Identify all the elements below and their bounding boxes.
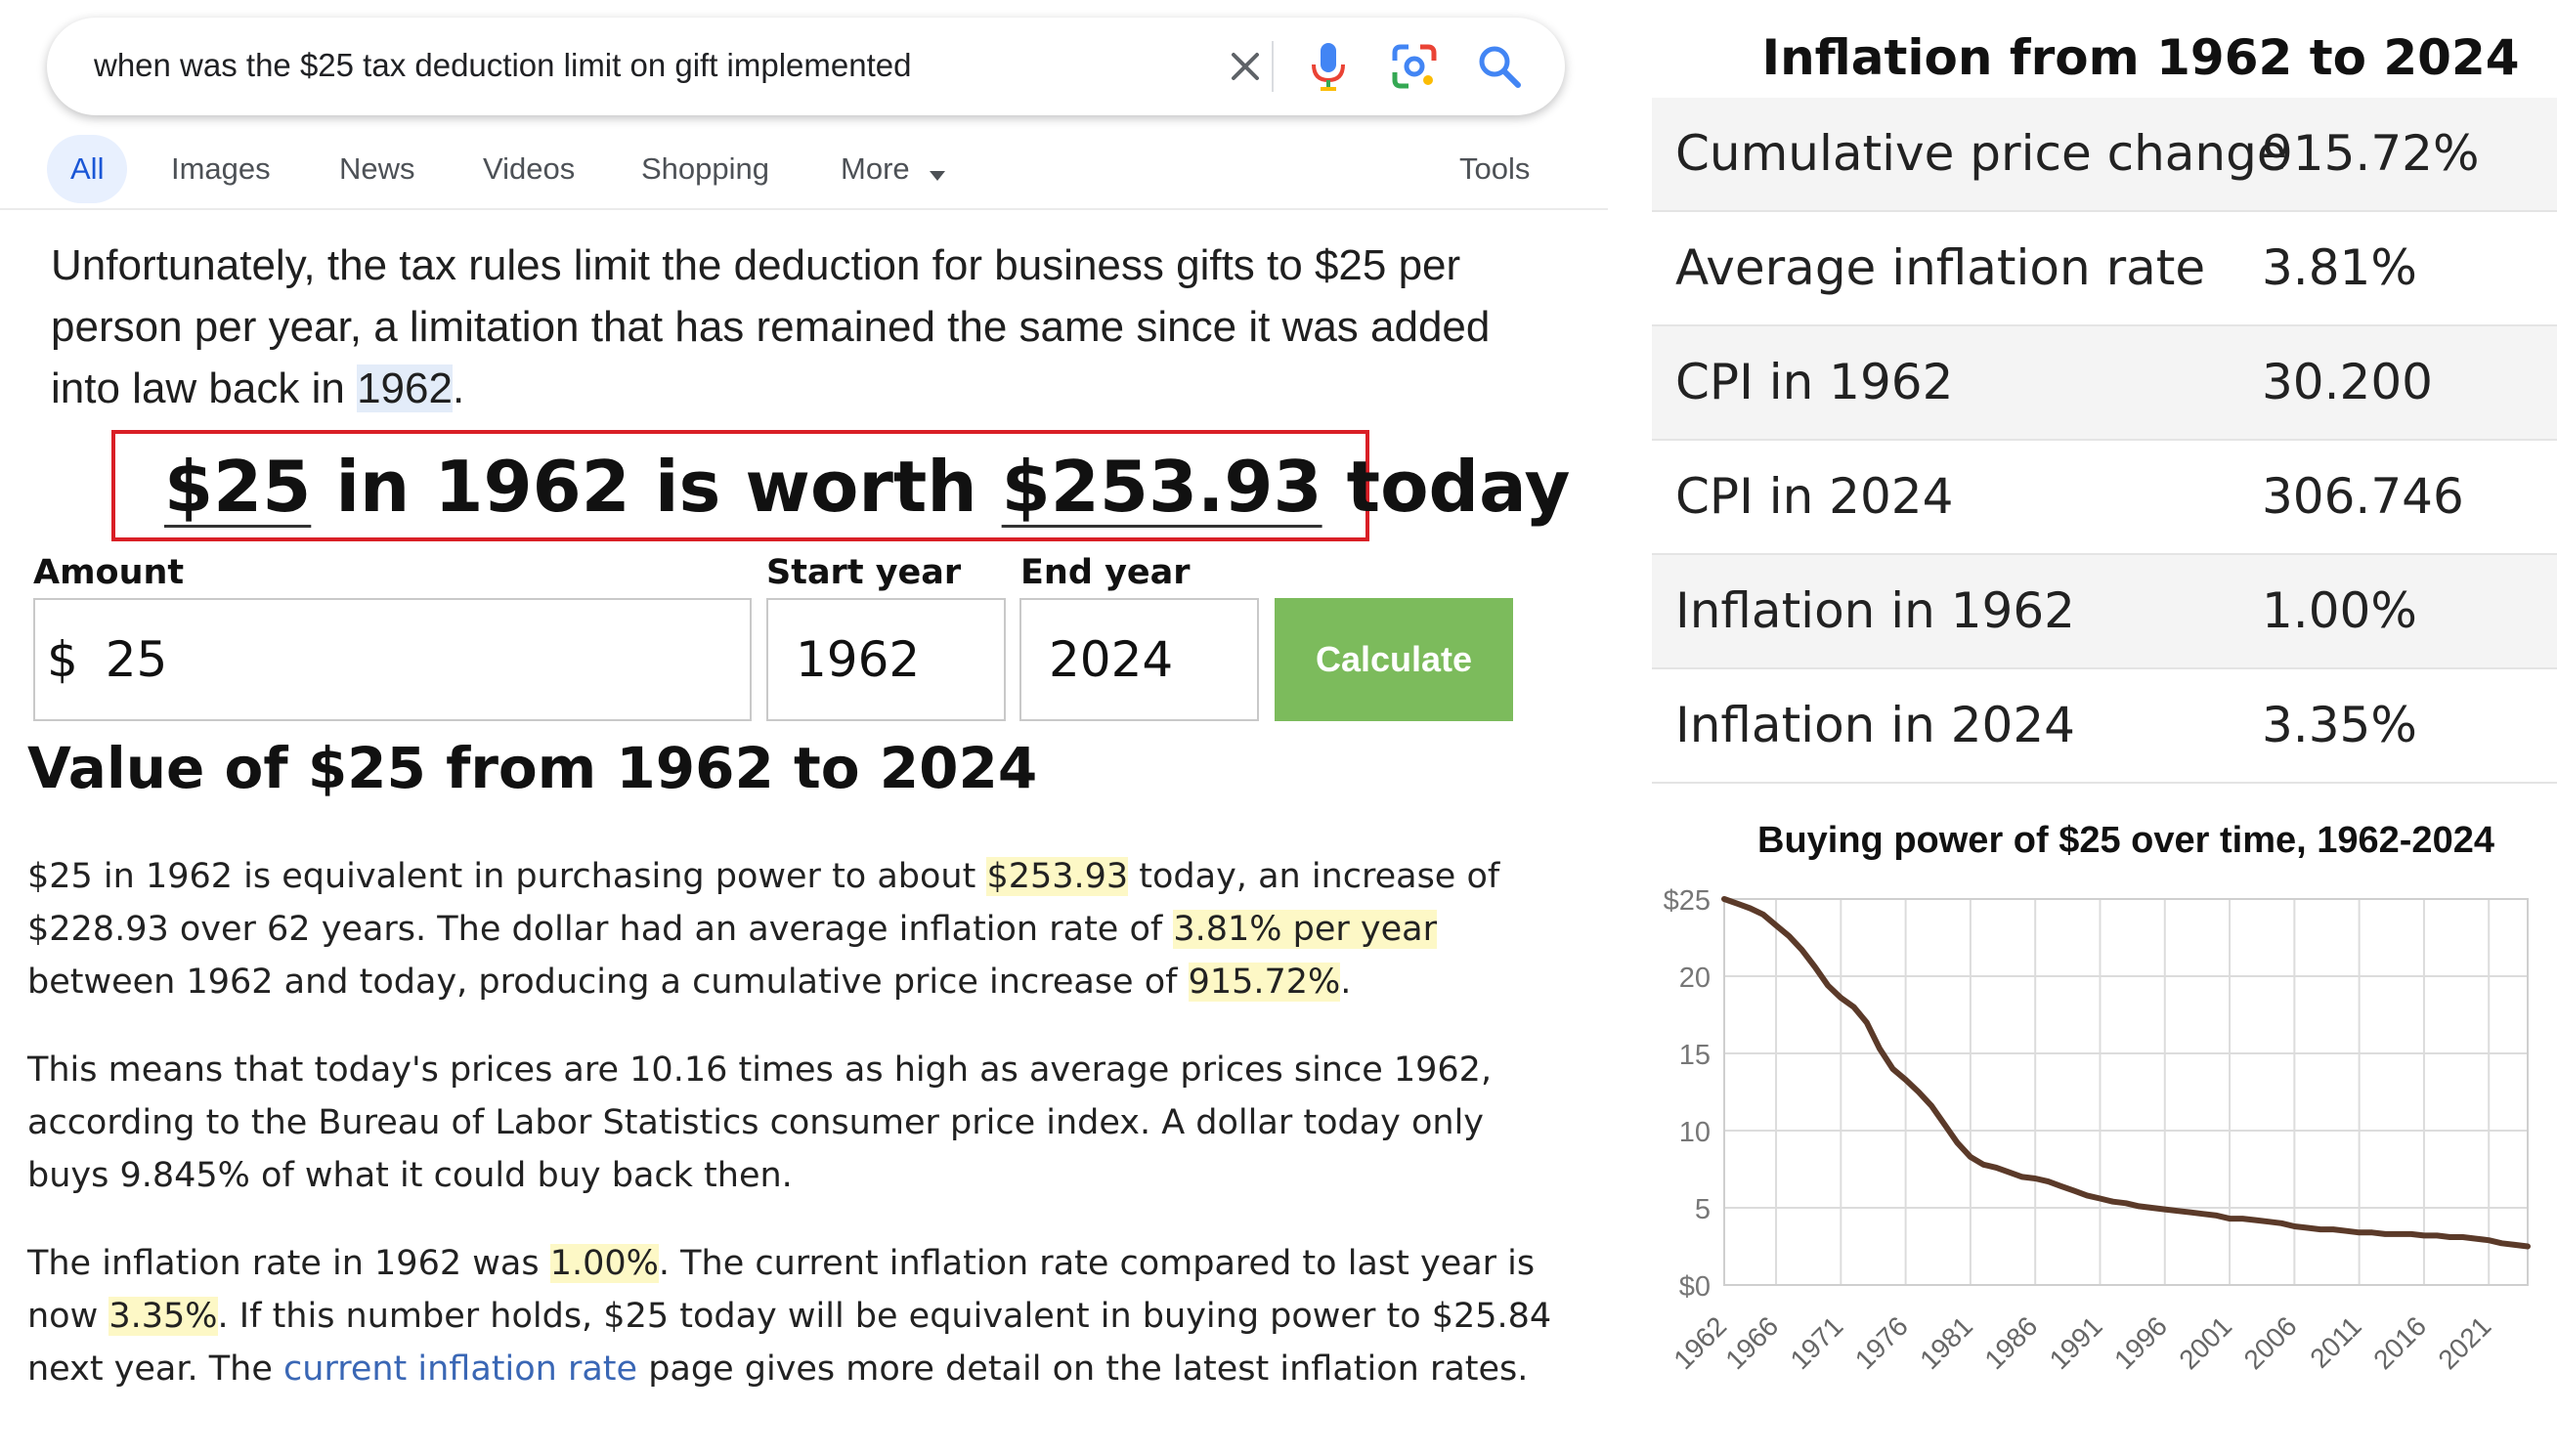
search-input[interactable]: when was the $25 tax deduction limit on … [94,47,912,83]
stat-row: Inflation in 2024 3.35% [1652,669,2557,784]
search-bar[interactable]: when was the $25 tax deduction limit on … [47,18,1565,115]
x-tick-label: 2016 [2367,1310,2432,1375]
amount-field[interactable]: $ 25 [33,598,752,721]
series-line-buying-power [1721,896,2531,1250]
stat-value: 915.72% [2262,125,2480,182]
stat-row: Inflation in 1962 1.00% [1652,555,2557,669]
snippet-text: Unfortunately, the tax rules limit the d… [51,241,1491,412]
stat-value: 306.746 [2262,468,2464,525]
worth-amount: $25 [164,446,312,528]
chart-svg: Buying power of $25 over time, 1962-2024… [1664,820,2531,1375]
x-tick-label: 1986 [1978,1310,2043,1375]
stat-label: Average inflation rate [1675,239,2206,296]
para3-text-e: . If this number holds, $25 today will b… [27,1297,1552,1389]
tab-tools[interactable]: Tools [1459,151,1531,186]
y-tick-label: 5 [1695,1194,1711,1225]
x-tick-label: 1976 [1849,1310,1914,1375]
tab-shopping[interactable]: Shopping [641,151,770,186]
microphone-icon[interactable] [1303,41,1354,92]
stats-title: Inflation from 1962 to 2024 [1761,29,2520,86]
para1-highlight-rate: 3.81% per year [1173,910,1437,949]
value-heading: Value of $25 from 1962 to 2024 [27,735,1038,801]
y-tick-label: $25 [1664,885,1711,917]
stat-label: CPI in 1962 [1675,354,1954,410]
para1-highlight-value: $253.93 [986,857,1129,896]
amount-value: 25 [105,631,168,688]
worth-value: $253.93 [1001,446,1322,528]
para1-highlight-cumulative: 915.72% [1188,963,1341,1002]
stat-value: 30.200 [2262,354,2433,410]
tab-more[interactable]: More [841,135,946,205]
stat-row: CPI in 2024 306.746 [1652,441,2557,555]
x-tick-label: 1971 [1785,1310,1849,1375]
search-divider [1272,41,1274,92]
x-tick-label: 1991 [2044,1310,2108,1375]
stat-label: Inflation in 1962 [1675,582,2075,639]
currency-symbol: $ [47,631,78,688]
tab-news[interactable]: News [339,151,415,186]
chart-title: Buying power of $25 over time, 1962-2024 [1757,820,2494,861]
y-tick-label: 20 [1679,963,1711,994]
x-tick-label: 1962 [1668,1310,1732,1375]
start-year-label: Start year [766,553,962,592]
search-tabs: All Images News Videos Shopping More Too… [47,135,1542,203]
y-tick-label: $0 [1679,1271,1711,1303]
x-tick-label: 2011 [2304,1310,2367,1374]
para1-text-g: . [1340,963,1352,1002]
snippet-year: 1962 [357,364,453,412]
stat-label: CPI in 2024 [1675,468,1954,525]
stat-label: Cumulative price change [1675,125,2287,182]
amount-label: Amount [33,553,185,592]
tab-images[interactable]: Images [171,151,271,186]
worth-headline: $25 in 1962 is worth $253.93 today [164,438,1570,535]
stat-value: 1.00% [2262,582,2417,639]
search-icon[interactable] [1474,41,1525,92]
y-tick-label: 15 [1679,1040,1711,1071]
stat-value: 3.35% [2262,697,2417,753]
x-tick-label: 2006 [2238,1310,2303,1375]
worth-end: today [1322,446,1571,528]
featured-snippet: Unfortunately, the tax rules limit the d… [51,235,1546,419]
tabs-divider [0,208,1608,210]
para3-text-c: . The current inflation rate compared to… [27,1244,1536,1336]
paragraph-3: The inflation rate in 1962 was 1.00%. Th… [27,1237,1552,1395]
worth-mid: in 1962 is worth [311,446,1002,528]
start-year-field[interactable]: 1962 [766,598,1006,721]
stat-label: Inflation in 2024 [1675,697,2075,753]
buying-power-chart: Buying power of $25 over time, 1962-2024… [1630,811,2557,1456]
para1-text-e: between 1962 and today, producing a cumu… [27,963,1189,1002]
current-inflation-rate-link[interactable]: current inflation rate [283,1349,638,1389]
plot-area-border [1723,898,2529,1286]
stat-row: CPI in 1962 30.200 [1652,326,2557,441]
x-tick-label: 1996 [2108,1310,2173,1375]
x-tick-label: 1981 [1914,1310,1978,1375]
stats-table: Cumulative price change 915.72% Average … [1652,98,2557,784]
chevron-down-icon [930,137,946,205]
calculate-button[interactable]: Calculate [1275,598,1513,721]
para3-highlight-current: 3.35% [108,1297,218,1336]
clear-icon[interactable] [1220,41,1271,92]
para3-text-f: page gives more detail on the latest inf… [637,1349,1529,1389]
x-tick-label: 2001 [2173,1310,2237,1375]
para3-text-a: The inflation rate in 1962 was [27,1244,550,1283]
worth-highlight-box: $25 in 1962 is worth $253.93 today [111,430,1570,541]
lens-camera-icon[interactable] [1389,41,1440,92]
y-tick-label: 10 [1679,1117,1711,1148]
tab-more-label: More [841,151,910,186]
para1-text-c: today, an increase of $228.93 over 62 ye… [27,857,1500,949]
x-tick-label: 2021 [2432,1310,2496,1375]
end-year-label: End year [1020,553,1191,592]
end-year-field[interactable]: 2024 [1019,598,1259,721]
snippet-end: . [452,364,465,412]
para1-text-a: $25 in 1962 is equivalent in purchasing … [27,857,987,896]
paragraph-1: $25 in 1962 is equivalent in purchasing … [27,850,1552,1008]
stat-row: Cumulative price change 915.72% [1652,98,2557,212]
stat-row: Average inflation rate 3.81% [1652,212,2557,326]
para3-highlight-1962: 1.00% [549,1244,659,1283]
x-tick-label: 1966 [1719,1310,1784,1375]
paragraph-2: This means that today's prices are 10.16… [27,1050,1493,1195]
tab-all[interactable]: All [47,135,128,203]
stat-value: 3.81% [2262,239,2417,296]
tab-videos[interactable]: Videos [483,151,576,186]
